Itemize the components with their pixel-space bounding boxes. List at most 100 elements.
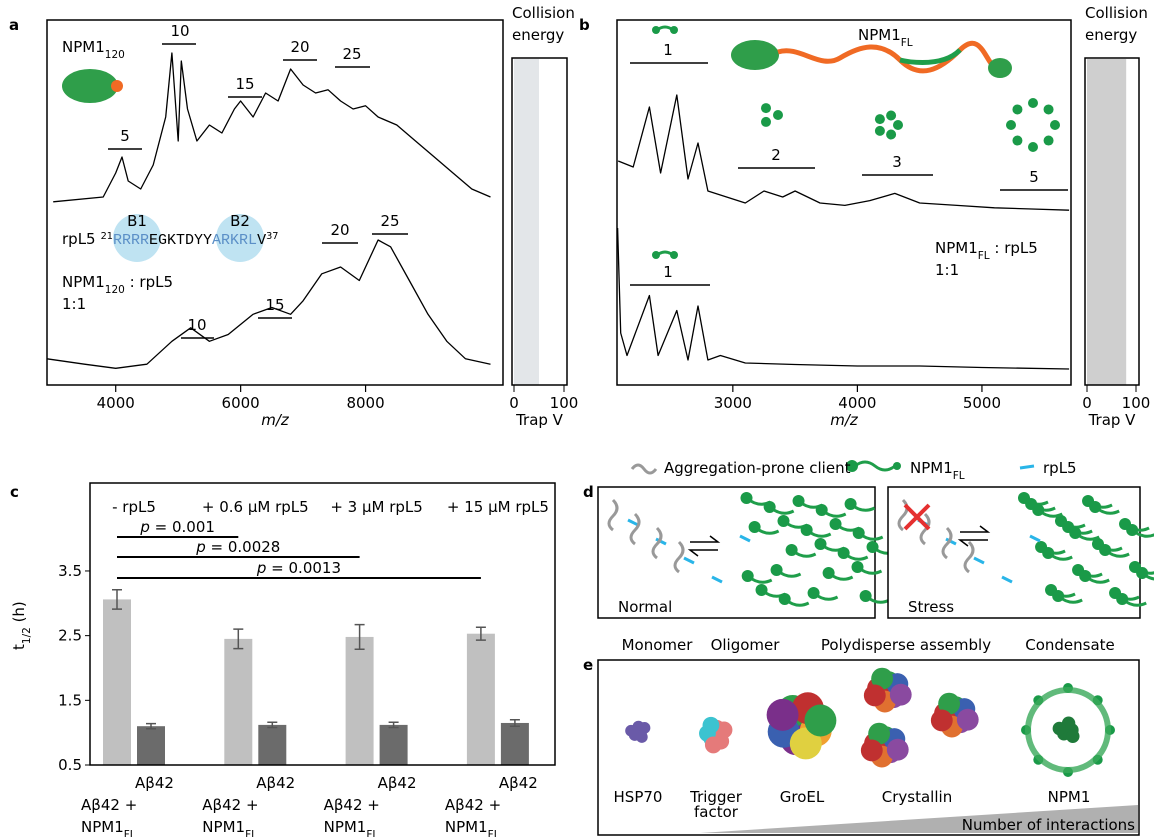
- stage-label: Oligomer: [711, 636, 781, 654]
- legend-label: rpL5: [1043, 459, 1077, 477]
- series-label: Aβ42 +: [202, 796, 258, 814]
- domain: [778, 515, 790, 527]
- domain: [816, 504, 828, 516]
- protein-shape: [639, 722, 651, 734]
- protein-shape: [931, 710, 953, 732]
- client-icon: [632, 465, 656, 473]
- series-label: Aβ42 +: [81, 796, 137, 814]
- panel-letter: a: [9, 16, 19, 34]
- series-label-part: FL: [245, 829, 257, 837]
- sequence-part: 21: [101, 231, 113, 242]
- ratio-label: 1:1: [62, 295, 86, 313]
- gauge-title: energy: [1085, 26, 1137, 44]
- protein-tag: [111, 80, 123, 92]
- series-label: Aβ42 +: [324, 796, 380, 814]
- charge-label: 10: [187, 316, 206, 334]
- protein-shape: [703, 717, 720, 734]
- p-value-part: p: [256, 559, 267, 577]
- charge-label: 25: [342, 45, 361, 63]
- domain: [893, 120, 903, 130]
- y-tick-label: 1.5: [58, 691, 82, 709]
- stage-label: Polydisperse assembly: [821, 636, 991, 654]
- sequence-part: 37: [266, 231, 278, 242]
- x-tick-label: 0: [1082, 394, 1092, 412]
- x-tick-label: 6000: [222, 394, 260, 412]
- bar: [137, 726, 165, 765]
- sequence-part: RRRR: [113, 232, 149, 249]
- legend-label-part: FL: [953, 470, 965, 482]
- sequence-part: rpL5: [62, 230, 96, 248]
- sample-label-part: NPM1: [62, 38, 105, 56]
- domain: [1044, 104, 1054, 114]
- group-label: - rpL5: [112, 498, 156, 516]
- gauge-fill: [1087, 59, 1126, 385]
- protein-shape: [890, 684, 912, 706]
- legend-label: Aggregation-prone client: [664, 459, 851, 477]
- domain: [1052, 590, 1064, 602]
- p-value: p = 0.0013: [256, 559, 341, 577]
- domain: [1116, 593, 1128, 605]
- panel-letter: b: [579, 16, 590, 34]
- domain: [1012, 104, 1022, 114]
- legend-label-part: NPM1: [910, 459, 953, 477]
- domain: [875, 126, 885, 136]
- rpl5-icon: [1020, 466, 1034, 468]
- legend-label: NPM1FL: [910, 459, 965, 482]
- domain: [1028, 98, 1038, 108]
- protein-shape: [1066, 730, 1079, 743]
- series-label-part: NPM1: [445, 818, 488, 836]
- domain: [1028, 142, 1038, 152]
- state-label: Normal: [618, 598, 672, 616]
- y-tick-label: 2.5: [58, 627, 82, 645]
- example-label: GroEL: [780, 788, 825, 806]
- x-axis-label: m/z: [830, 411, 859, 429]
- protein-linker: [778, 43, 995, 71]
- panel-letter: c: [10, 483, 19, 501]
- protein-shape: [887, 739, 909, 761]
- domain: [875, 114, 885, 124]
- x-tick-label: 0: [509, 394, 519, 412]
- domain: [801, 524, 813, 536]
- p-value: p = 0.001: [139, 518, 215, 536]
- protein-shape: [767, 699, 799, 731]
- charge-label: 5: [1029, 168, 1039, 186]
- sample-label-part: NPM1: [62, 273, 105, 291]
- sample-label-part: FL: [978, 250, 990, 262]
- domain: [886, 110, 896, 120]
- y-axis-label: t1/2 (h): [10, 601, 33, 650]
- spectrum: [618, 95, 1069, 210]
- construct-label-part: NPM1: [858, 26, 901, 44]
- charge-label: 5: [120, 127, 130, 145]
- domain: [764, 501, 776, 513]
- x-axis-label: Trap V: [515, 411, 564, 429]
- sample-label: NPM1120: [62, 38, 125, 61]
- bar: [103, 599, 131, 765]
- series-label-part: FL: [366, 829, 378, 837]
- protein-shape: [957, 709, 979, 731]
- figure: 400060008000m/z510152025NPM112010152025N…: [0, 0, 1154, 837]
- protein-shape: [804, 705, 836, 737]
- gauge-title: energy: [512, 26, 564, 44]
- series-label: Aβ42: [256, 774, 295, 792]
- example-label: factor: [694, 803, 739, 821]
- x-tick-label: 4000: [838, 394, 876, 412]
- example-label: NPM1: [1048, 788, 1091, 806]
- domain: [860, 590, 872, 602]
- series-label-part: FL: [488, 829, 500, 837]
- series-label: Aβ42 +: [445, 796, 501, 814]
- domain: [771, 564, 783, 576]
- protein-shape: [861, 740, 883, 762]
- bar: [380, 725, 408, 765]
- domain: [830, 518, 842, 530]
- x-tick-label: 100: [550, 394, 579, 412]
- gauge-title: Collision: [1085, 4, 1148, 22]
- sequence-part: ARKRL: [212, 232, 257, 249]
- domain: [1069, 527, 1081, 539]
- sample-label: NPM1FL : rpL5: [935, 239, 1038, 262]
- domain: [1079, 570, 1091, 582]
- example-label: Crystallin: [882, 788, 952, 806]
- construct-label-part: FL: [901, 37, 913, 49]
- x-tick-label: 5000: [963, 394, 1001, 412]
- x-tick-label: 8000: [346, 394, 384, 412]
- x-axis-label: m/z: [261, 411, 290, 429]
